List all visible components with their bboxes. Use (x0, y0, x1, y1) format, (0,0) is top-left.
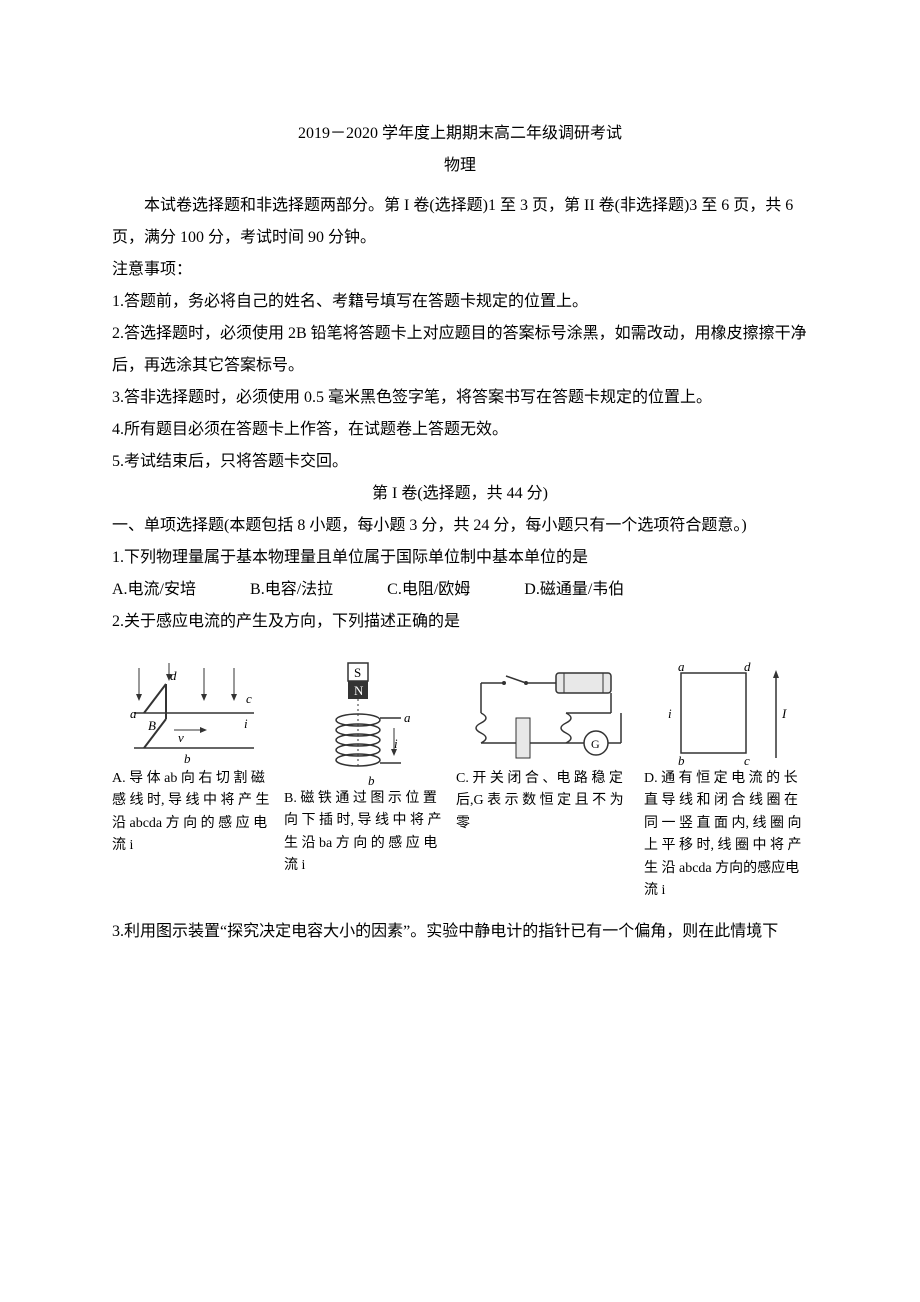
q1-options: A.电流/安培 B.电容/法拉 C.电阻/欧姆 D.磁通量/韦伯 (112, 574, 808, 606)
q1-optD: D.磁通量/韦伯 (524, 574, 624, 606)
svg-text:a: a (130, 706, 137, 721)
exam-subject: 物理 (112, 150, 808, 182)
svg-text:b: b (678, 753, 685, 768)
q2-figB-diagram: S N a i b (306, 658, 426, 788)
svg-text:b: b (184, 751, 191, 766)
note-5: 5.考试结束后，只将答题卡交回。 (112, 446, 808, 478)
q2-stem: 2.关于感应电流的产生及方向，下列描述正确的是 (112, 606, 808, 638)
q2-figA-text: 导 体 ab 向 右 切 割 磁 感 线 时, 导 线 中 将 产 生 沿 ab… (112, 771, 270, 853)
svg-text:i: i (668, 706, 672, 721)
svg-text:c: c (246, 691, 252, 706)
q2-figB-caption: B. 磁 铁 通 过 图 示 位 置 向 下 插 时, 导 线 中 将 产 生 … (284, 788, 448, 878)
exam-intro: 本试卷选择题和非选择题两部分。第 I 卷(选择题)1 至 3 页，第 II 卷(… (112, 190, 808, 254)
q2-figC-text: 开 关 闭 合 、电 路 稳 定 后,G 表 示 数 恒 定 且 不 为 零 (456, 771, 624, 831)
part1-heading: 第 I 卷(选择题，共 44 分) (112, 478, 808, 510)
q3-stem: 3.利用图示装置“探究决定电容大小的因素”。实验中静电计的指针已有一个偏角，则在… (112, 916, 808, 948)
svg-text:d: d (744, 659, 751, 674)
sectionA-heading: 一、单项选择题(本题包括 8 小题，每小题 3 分，共 24 分，每小题只有一个… (112, 510, 808, 542)
q2-figA-diagram: v a b c d B i (114, 658, 274, 768)
svg-text:a: a (404, 710, 411, 725)
q2-figC-diagram: G (456, 658, 636, 768)
svg-text:I: I (781, 706, 787, 721)
svg-text:a: a (678, 659, 685, 674)
q2-figD-prefix: D. (644, 771, 658, 786)
q2-figures-row: v a b c d B i A. 导 体 ab 向 右 切 割 磁 感 线 时,… (112, 658, 808, 902)
q2-figD-text: 通 有 恒 定 电 流 的 长 直 导 线 和 闭 合 线 圈 在 同 一 竖 … (644, 771, 802, 898)
svg-text:v: v (178, 730, 184, 745)
q1-optB: B.电容/法拉 (250, 574, 333, 606)
note-3: 3.答非选择题时，必须使用 0.5 毫米黑色签字笔，将答案书写在答题卡规定的位置… (112, 382, 808, 414)
q2-figA-col: v a b c d B i A. 导 体 ab 向 右 切 割 磁 感 线 时,… (112, 658, 276, 858)
q2-figD-col: a d b c i I D. 通 有 恒 定 电 流 的 长 直 导 线 和 闭… (644, 658, 808, 902)
q2-figC-prefix: C. (456, 771, 469, 786)
svg-text:B: B (148, 718, 156, 733)
note-2: 2.答选择题时，必须使用 2B 铅笔将答题卡上对应题目的答案标号涂黑，如需改动，… (112, 318, 808, 382)
note-1: 1.答题前，务必将自己的姓名、考籍号填写在答题卡规定的位置上。 (112, 286, 808, 318)
q2-figA-prefix: A. (112, 771, 126, 786)
svg-text:i: i (394, 736, 398, 751)
svg-text:c: c (744, 753, 750, 768)
q1-optC: C.电阻/欧姆 (387, 574, 470, 606)
notes-heading: 注意事项： (112, 254, 808, 286)
q2-figB-col: S N a i b B. 磁 铁 通 过 图 示 位 置 向 下 插 时, 导 … (284, 658, 448, 878)
q2-figD-diagram: a d b c i I (656, 658, 796, 768)
q2-figA-caption: A. 导 体 ab 向 右 切 割 磁 感 线 时, 导 线 中 将 产 生 沿… (112, 768, 276, 858)
svg-text:S: S (354, 665, 361, 680)
q1-optA: A.电流/安培 (112, 574, 196, 606)
q2-figB-text: 磁 铁 通 过 图 示 位 置 向 下 插 时, 导 线 中 将 产 生 沿 b… (284, 791, 442, 873)
svg-text:d: d (170, 668, 177, 683)
q2-figC-caption: C. 开 关 闭 合 、电 路 稳 定 后,G 表 示 数 恒 定 且 不 为 … (456, 768, 636, 835)
q2-figC-col: G C. 开 关 闭 合 、电 路 稳 定 后,G 表 示 数 恒 定 且 不 … (456, 658, 636, 835)
q2-figD-caption: D. 通 有 恒 定 电 流 的 长 直 导 线 和 闭 合 线 圈 在 同 一… (644, 768, 808, 902)
q1-stem: 1.下列物理量属于基本物理量且单位属于国际单位制中基本单位的是 (112, 542, 808, 574)
note-4: 4.所有题目必须在答题卡上作答，在试题卷上答题无效。 (112, 414, 808, 446)
svg-text:G: G (591, 737, 600, 751)
q2-figB-prefix: B. (284, 791, 297, 806)
exam-title: 2019－2020 学年度上期期末高二年级调研考试 (112, 118, 808, 150)
svg-text:b: b (368, 773, 375, 788)
svg-text:N: N (354, 683, 364, 698)
svg-text:i: i (244, 716, 248, 731)
